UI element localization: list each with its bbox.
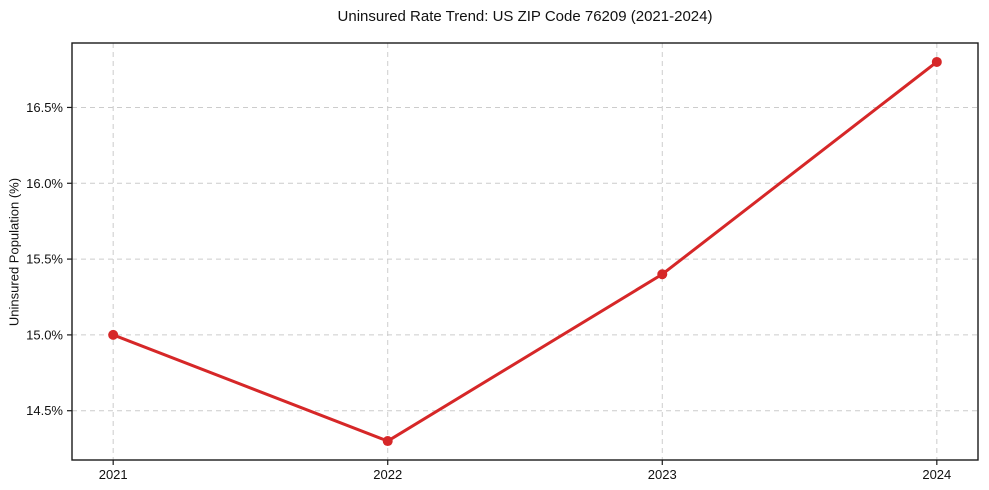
x-tick-label: 2024 [922, 467, 951, 482]
data-line [111, 60, 939, 443]
y-tick-label: 16.0% [26, 176, 63, 191]
chart-title: Uninsured Rate Trend: US ZIP Code 76209 … [337, 8, 713, 25]
x-tick-label: 2021 [99, 467, 128, 482]
x-tick-label: 2023 [648, 467, 677, 482]
y-tick-label: 14.5% [26, 403, 63, 418]
y-tick-label: 15.5% [26, 252, 63, 267]
data-point [108, 329, 119, 340]
y-tick-label: 15.0% [26, 327, 63, 342]
y-tick-label: 16.5% [26, 100, 63, 115]
data-point [931, 56, 942, 67]
data-point [657, 269, 668, 280]
data-point [382, 436, 393, 447]
plot-border [71, 42, 979, 461]
y-axis-label: Uninsured Population (%) [6, 177, 21, 326]
x-tick-label: 2022 [373, 467, 402, 482]
plot-area-svg: 2021 2022 2023 2024 14.5% 15.0% 15.5% 16.0% 16.5… [26, 42, 979, 482]
